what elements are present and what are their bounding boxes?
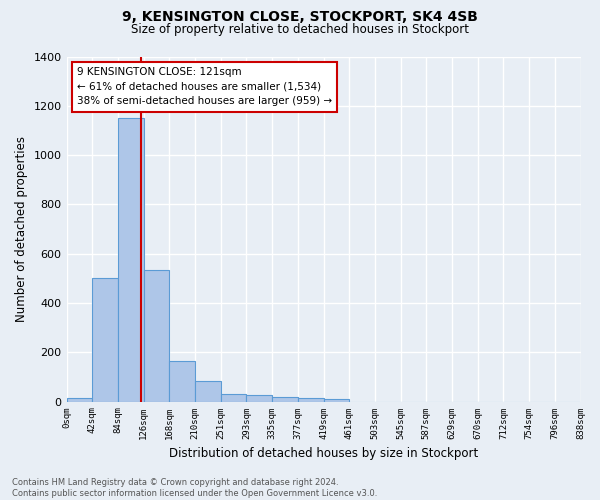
Text: 9, KENSINGTON CLOSE, STOCKPORT, SK4 4SB: 9, KENSINGTON CLOSE, STOCKPORT, SK4 4SB	[122, 10, 478, 24]
Text: 9 KENSINGTON CLOSE: 121sqm
← 61% of detached houses are smaller (1,534)
38% of s: 9 KENSINGTON CLOSE: 121sqm ← 61% of deta…	[77, 67, 332, 106]
Text: Size of property relative to detached houses in Stockport: Size of property relative to detached ho…	[131, 22, 469, 36]
Bar	[272, 397, 298, 402]
Bar	[118, 118, 143, 402]
Bar	[247, 396, 272, 402]
Bar	[169, 361, 195, 402]
Bar	[221, 394, 247, 402]
Bar	[92, 278, 118, 402]
Text: Contains HM Land Registry data © Crown copyright and database right 2024.
Contai: Contains HM Land Registry data © Crown c…	[12, 478, 377, 498]
Bar	[195, 380, 221, 402]
Y-axis label: Number of detached properties: Number of detached properties	[15, 136, 28, 322]
Bar	[298, 398, 323, 402]
Bar	[323, 398, 349, 402]
Bar	[67, 398, 92, 402]
X-axis label: Distribution of detached houses by size in Stockport: Distribution of detached houses by size …	[169, 447, 478, 460]
Bar	[143, 270, 169, 402]
